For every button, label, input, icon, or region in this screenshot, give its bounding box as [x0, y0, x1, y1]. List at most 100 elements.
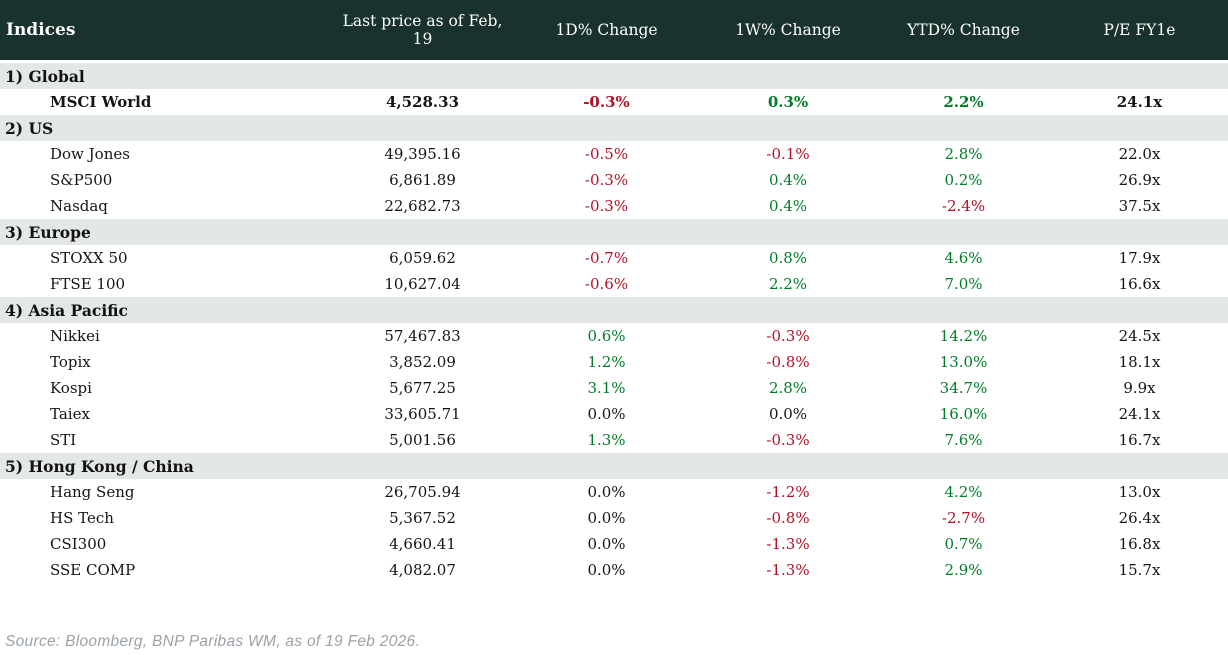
- pe-fy1e-cell: 16.7x: [1118, 431, 1161, 449]
- last-price-cell: 5,367.52: [389, 509, 456, 527]
- pe-fy1e-cell: 18.1x: [1118, 353, 1161, 371]
- change-1d-cell: 0.0%: [587, 561, 626, 579]
- index-name-cell: Taiex: [50, 405, 90, 423]
- change-1d-cell: 0.6%: [587, 327, 626, 345]
- source-note: Source: Bloomberg, BNP Paribas WM, as of…: [5, 633, 421, 650]
- pe-fy1e-cell: 37.5x: [1118, 197, 1161, 215]
- index-row: Kospi 5,677.25 3.1% 2.8% 34.7% 9.9x: [0, 375, 1228, 401]
- change-1w-cell: -1.2%: [766, 483, 810, 501]
- index-row: FTSE 100 10,627.04 -0.6% 2.2% 7.0% 16.6x: [0, 271, 1228, 297]
- index-row: S&P500 6,861.89 -0.3% 0.4% 0.2% 26.9x: [0, 167, 1228, 193]
- change-1w-cell: -0.1%: [766, 145, 810, 163]
- change-1d-cell: -0.7%: [584, 249, 629, 267]
- pe-fy1e-cell: 9.9x: [1123, 379, 1156, 397]
- index-row: Nikkei 57,467.83 0.6% -0.3% 14.2% 24.5x: [0, 323, 1228, 349]
- index-row: Topix 3,852.09 1.2% -0.8% 13.0% 18.1x: [0, 349, 1228, 375]
- change-1w-cell: 0.0%: [768, 405, 808, 423]
- change-ytd-cell: 0.2%: [944, 171, 983, 189]
- pe-fy1e-cell: 26.4x: [1118, 509, 1161, 527]
- last-price-cell: 26,705.94: [384, 483, 461, 501]
- change-ytd-cell: 2.9%: [944, 561, 983, 579]
- change-1w-cell: -0.3%: [766, 327, 810, 345]
- index-row: HS Tech 5,367.52 0.0% -0.8% -2.7% 26.4x: [0, 505, 1228, 531]
- index-name-cell: Hang Seng: [50, 483, 135, 501]
- change-1d-cell: -0.3%: [584, 197, 629, 215]
- change-1d-cell: 0.0%: [587, 405, 626, 423]
- index-name-cell: STI: [50, 431, 77, 449]
- change-ytd-cell: 0.7%: [944, 535, 983, 553]
- change-1w-cell: 0.3%: [767, 93, 809, 111]
- section-row: 4) Asia Pacific: [0, 297, 1228, 323]
- last-price-cell: 49,395.16: [384, 145, 461, 163]
- last-price-cell: 33,605.71: [384, 405, 461, 423]
- change-ytd-cell: 7.6%: [944, 431, 983, 449]
- section-row: 1) Global: [0, 61, 1228, 89]
- index-name-cell: Nikkei: [50, 327, 100, 345]
- change-ytd-cell: 13.0%: [939, 353, 988, 371]
- change-1d-cell: 3.1%: [587, 379, 626, 397]
- index-name-cell: Kospi: [50, 379, 92, 397]
- change-1d-cell: 0.0%: [587, 483, 626, 501]
- indices-table: Indices Last price as of Feb, 19 1D% Cha…: [0, 0, 1228, 583]
- change-ytd-cell: 34.7%: [939, 379, 988, 397]
- section-label: 5) Hong Kong / China: [5, 456, 194, 476]
- column-header-pe-fy1e: P/E FY1e: [1051, 0, 1228, 63]
- index-name-cell: HS Tech: [50, 509, 114, 527]
- change-1d-cell: -0.3%: [584, 171, 629, 189]
- change-1d-cell: 0.0%: [587, 509, 626, 527]
- section-label: 1) Global: [5, 66, 85, 86]
- index-name-cell: Nasdaq: [50, 197, 108, 215]
- index-row: STOXX 50 6,059.62 -0.7% 0.8% 4.6% 17.9x: [0, 245, 1228, 271]
- last-price-cell: 5,001.56: [389, 431, 456, 449]
- change-ytd-cell: 7.0%: [944, 275, 983, 293]
- index-row: SSE COMP 4,082.07 0.0% -1.3% 2.9% 15.7x: [0, 557, 1228, 583]
- change-1w-cell: 0.8%: [768, 249, 808, 267]
- change-1w-cell: -0.8%: [766, 353, 810, 371]
- section-row: 5) Hong Kong / China: [0, 453, 1228, 479]
- index-name-cell: S&P500: [50, 171, 113, 189]
- change-1d-cell: -0.5%: [584, 145, 629, 163]
- index-row: Hang Seng 26,705.94 0.0% -1.2% 4.2% 13.0x: [0, 479, 1228, 505]
- index-name-cell: Dow Jones: [50, 145, 130, 163]
- index-name-cell: CSI300: [50, 535, 107, 553]
- change-ytd-cell: 16.0%: [939, 405, 988, 423]
- index-row: CSI300 4,660.41 0.0% -1.3% 0.7% 16.8x: [0, 531, 1228, 557]
- index-row: Dow Jones 49,395.16 -0.5% -0.1% 2.8% 22.0x: [0, 141, 1228, 167]
- table-body: 1) Global MSCI World 4,528.33 -0.3% 0.3% 2.2%…: [0, 61, 1228, 583]
- pe-fy1e-cell: 22.0x: [1118, 145, 1161, 163]
- pe-fy1e-cell: 17.9x: [1118, 249, 1161, 267]
- column-header-indices: Indices: [0, 0, 332, 63]
- change-1w-cell: -1.3%: [766, 535, 810, 553]
- index-row: Taiex 33,605.71 0.0% 0.0% 16.0% 24.1x: [0, 401, 1228, 427]
- section-row: 3) Europe: [0, 219, 1228, 245]
- change-1w-cell: -1.3%: [766, 561, 810, 579]
- last-price-cell: 22,682.73: [384, 197, 461, 215]
- last-price-cell: 4,082.07: [389, 561, 456, 579]
- index-row: STI 5,001.56 1.3% -0.3% 7.6% 16.7x: [0, 427, 1228, 453]
- pe-fy1e-cell: 24.1x: [1118, 405, 1161, 423]
- last-price-cell: 4,528.33: [385, 93, 460, 111]
- last-price-cell: 5,677.25: [389, 379, 456, 397]
- index-name-cell: MSCI World: [50, 93, 152, 111]
- section-label: 3) Europe: [5, 222, 91, 242]
- change-1w-cell: -0.3%: [766, 431, 810, 449]
- change-1w-cell: 2.2%: [768, 275, 808, 293]
- change-ytd-cell: -2.4%: [941, 197, 986, 215]
- last-price-cell: 57,467.83: [384, 327, 461, 345]
- pe-fy1e-cell: 26.9x: [1118, 171, 1161, 189]
- last-price-cell: 6,059.62: [389, 249, 456, 267]
- last-price-cell: 4,660.41: [389, 535, 456, 553]
- table-header: Indices Last price as of Feb, 19 1D% Cha…: [0, 0, 1228, 63]
- pe-fy1e-cell: 24.5x: [1118, 327, 1161, 345]
- column-header-1d-change: 1D% Change: [513, 0, 700, 63]
- index-name-cell: SSE COMP: [50, 561, 136, 579]
- change-ytd-cell: 2.2%: [943, 93, 984, 111]
- change-1w-cell: 2.8%: [768, 379, 808, 397]
- change-1w-cell: 0.4%: [768, 197, 808, 215]
- column-header-1w-change: 1W% Change: [700, 0, 876, 63]
- change-ytd-cell: -2.7%: [941, 509, 986, 527]
- change-ytd-cell: 4.2%: [944, 483, 983, 501]
- index-row: Nasdaq 22,682.73 -0.3% 0.4% -2.4% 37.5x: [0, 193, 1228, 219]
- section-label: 2) US: [5, 118, 54, 138]
